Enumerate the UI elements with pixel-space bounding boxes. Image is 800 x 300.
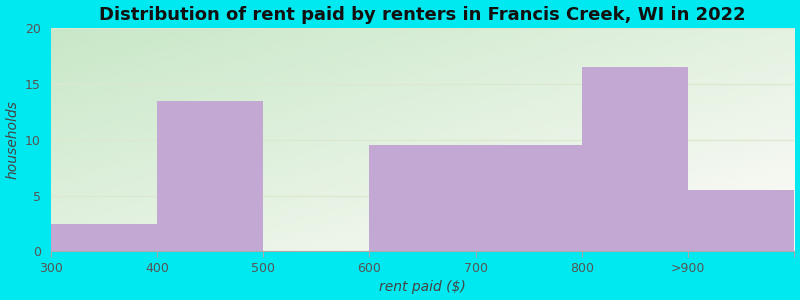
Bar	[50, 224, 157, 251]
Title: Distribution of rent paid by renters in Francis Creek, WI in 2022: Distribution of rent paid by renters in …	[99, 6, 746, 24]
Bar	[688, 190, 794, 251]
Bar	[476, 145, 582, 251]
Bar	[582, 67, 688, 251]
Y-axis label: households: households	[6, 100, 19, 179]
X-axis label: rent paid ($): rent paid ($)	[379, 280, 466, 294]
Bar	[370, 145, 476, 251]
Bar	[157, 100, 263, 251]
